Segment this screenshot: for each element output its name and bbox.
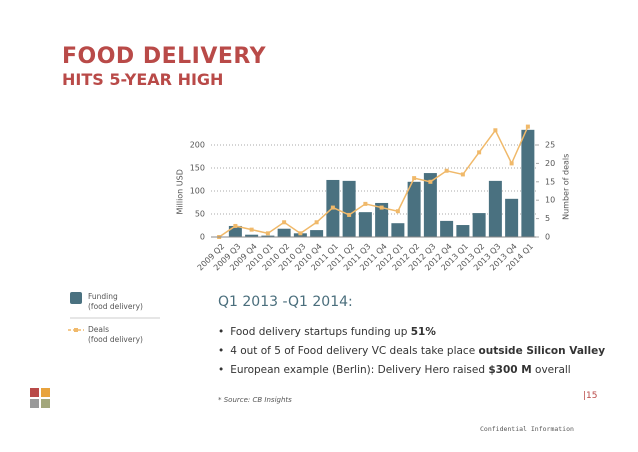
bar: [261, 235, 275, 237]
bullet: Food delivery startups funding up 51%: [218, 326, 605, 338]
y2-tick-label: 5: [545, 214, 550, 223]
line: [218, 126, 529, 238]
footer: Confidential Information: [480, 425, 574, 433]
point: [249, 227, 254, 232]
bullet-text: European example (Berlin): Delivery Hero…: [230, 364, 489, 376]
point: [265, 231, 270, 236]
y2-axis-label: Number of deals: [562, 154, 571, 220]
y-tick-label: 0: [200, 233, 205, 242]
y2-tick-label: 0: [545, 233, 550, 242]
page-number: |15: [583, 391, 598, 401]
title: FOOD DELIVERY: [62, 44, 267, 69]
legend-swatch: [70, 292, 82, 304]
bar: [407, 181, 421, 237]
point: [347, 212, 352, 217]
point: [477, 150, 482, 155]
y2-tick-label: 10: [545, 196, 555, 205]
bar: [456, 225, 470, 237]
bar: [342, 180, 356, 237]
y-tick-label: 200: [190, 141, 205, 150]
heading: Q1 2013 -Q1 2014:: [218, 294, 353, 310]
point: [298, 231, 303, 236]
bullet-text: overall: [531, 364, 571, 376]
bar: [505, 198, 519, 237]
legend-swatch: [74, 328, 78, 332]
bullet: 4 out of 5 of Food delivery VC deals tak…: [218, 345, 605, 357]
point: [493, 128, 498, 133]
source: * Source: CB Insights: [218, 396, 292, 404]
point: [314, 220, 319, 225]
y-tick-label: 100: [190, 187, 205, 196]
point: [412, 176, 417, 181]
bar: [440, 220, 454, 237]
bullet-text: $300 M: [488, 364, 532, 376]
point: [525, 124, 530, 129]
point: [379, 205, 384, 210]
bar: [472, 213, 486, 237]
bullet: European example (Berlin): Delivery Hero…: [218, 364, 605, 376]
bullet-text: Food delivery startups funding up: [230, 326, 411, 338]
bar: [521, 129, 535, 237]
y2-tick-label: 20: [545, 159, 555, 168]
point: [395, 209, 400, 214]
logo: [30, 399, 39, 408]
point: [363, 201, 368, 206]
subtitle: HITS 5-YEAR HIGH: [62, 70, 224, 89]
legend-label: Deals (food delivery): [88, 325, 143, 344]
bullet-text: outside Silicon Valley: [478, 345, 606, 357]
logo: [41, 399, 50, 408]
bar: [245, 234, 259, 237]
y2-tick-label: 15: [545, 177, 555, 186]
y2-tick-label: 25: [545, 141, 555, 150]
point: [233, 223, 238, 228]
bar: [277, 228, 291, 237]
bar: [228, 225, 242, 237]
bullets: Food delivery startups funding up 51% 4 o…: [218, 326, 605, 383]
bullet-text: 4 out of 5 of Food delivery VC deals tak…: [230, 345, 479, 357]
point: [330, 205, 335, 210]
point: [428, 179, 433, 184]
point: [282, 220, 287, 225]
logo: [30, 388, 39, 397]
point: [444, 168, 449, 173]
y-axis-label: Million USD: [176, 169, 185, 214]
logo: [41, 388, 50, 397]
y-tick-label: 150: [190, 164, 205, 173]
bar: [488, 180, 502, 237]
point: [460, 172, 465, 177]
point: [509, 161, 514, 166]
y-tick-label: 50: [195, 210, 205, 219]
bar: [310, 230, 324, 237]
legend-label: Funding (food delivery): [88, 292, 143, 311]
bar: [391, 223, 405, 237]
bar: [375, 202, 389, 237]
bar: [423, 173, 437, 237]
bullet-text: 51%: [410, 326, 436, 338]
bar: [358, 212, 372, 237]
